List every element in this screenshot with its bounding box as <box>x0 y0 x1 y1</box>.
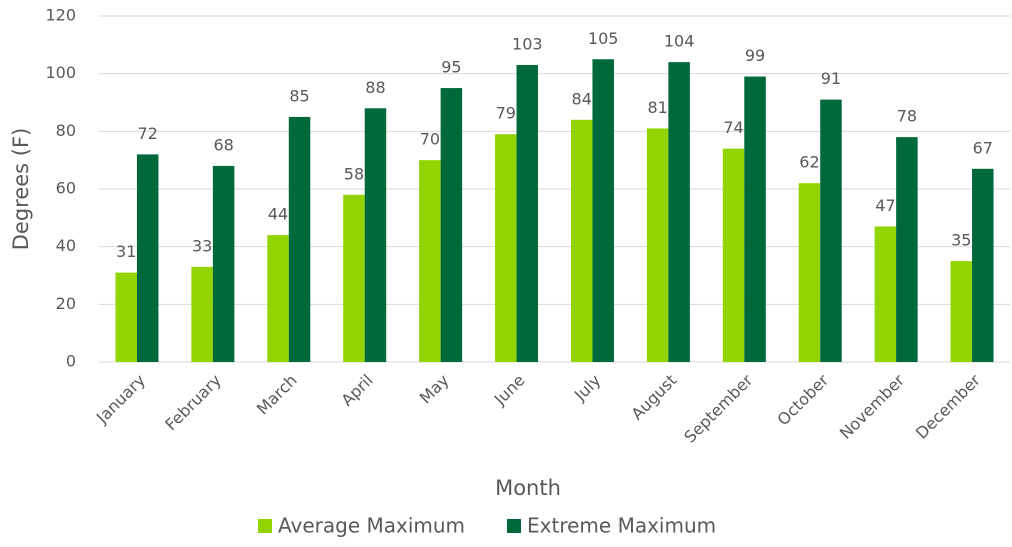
bar <box>570 119 593 362</box>
y-tick-label: 120 <box>45 6 76 25</box>
bar <box>592 59 614 362</box>
bar <box>419 160 441 362</box>
legend-text: Extreme Maximum <box>527 514 716 538</box>
x-tick-label: May <box>416 371 453 408</box>
y-tick-label: 60 <box>56 179 76 198</box>
x-axis-title: Month <box>495 476 561 500</box>
bar <box>896 137 918 362</box>
legend-swatch <box>258 519 272 533</box>
bar <box>972 168 994 362</box>
data-label: 78 <box>897 107 917 126</box>
data-label: 67 <box>973 138 993 157</box>
data-label: 74 <box>723 118 743 137</box>
x-tick-label: October <box>774 370 833 429</box>
bar <box>668 62 690 363</box>
data-label: 85 <box>289 86 309 105</box>
x-tick-label: September <box>680 370 756 446</box>
bar <box>820 99 842 362</box>
x-tick-label: January <box>92 371 149 428</box>
data-label: 91 <box>821 69 841 88</box>
x-tick-label: April <box>337 371 376 410</box>
data-label: 68 <box>213 135 233 154</box>
x-tick-label: July <box>570 371 604 405</box>
data-label: 88 <box>365 78 385 97</box>
bar <box>646 128 669 362</box>
bar <box>364 108 387 363</box>
data-label: 95 <box>441 58 461 77</box>
bar <box>191 266 213 362</box>
data-label: 103 <box>512 35 543 54</box>
y-tick-label: 20 <box>56 294 76 313</box>
data-label: 44 <box>268 205 288 224</box>
data-label: 72 <box>138 124 158 143</box>
bar <box>440 88 463 362</box>
bar <box>136 154 159 362</box>
data-label: 104 <box>664 32 695 51</box>
x-tick-label: August <box>627 371 680 424</box>
data-label: 47 <box>875 196 895 215</box>
bar <box>343 194 365 362</box>
x-tick-label: February <box>161 371 225 435</box>
data-label: 81 <box>647 98 667 117</box>
y-tick-label: 0 <box>66 352 76 371</box>
data-label: 31 <box>116 242 136 261</box>
data-label: 70 <box>420 130 440 149</box>
bar <box>722 148 745 362</box>
y-tick-label: 80 <box>56 121 76 140</box>
legend-swatch <box>507 519 522 533</box>
data-label: 99 <box>745 46 765 65</box>
bar <box>495 134 517 362</box>
bar <box>267 235 289 362</box>
y-tick-label: 40 <box>56 236 76 255</box>
data-label: 58 <box>344 164 364 183</box>
bar <box>288 116 311 363</box>
bar <box>516 65 539 363</box>
bar <box>115 272 137 362</box>
data-label: 79 <box>496 104 516 123</box>
bar <box>950 261 973 362</box>
bar <box>874 226 897 362</box>
data-label: 84 <box>572 89 592 108</box>
bar <box>212 165 235 362</box>
data-label: 105 <box>588 29 619 48</box>
x-tick-label: November <box>836 370 909 443</box>
bar <box>744 76 766 363</box>
data-label: 62 <box>799 153 819 172</box>
legend-text: Average Maximum <box>278 514 465 538</box>
x-tick-label: March <box>253 371 301 419</box>
y-axis-title: Degrees (F) <box>9 128 33 251</box>
bar <box>798 183 821 362</box>
x-tick-label: June <box>490 371 529 410</box>
data-label: 33 <box>192 236 212 255</box>
x-tick-label: December <box>912 370 984 442</box>
y-tick-label: 100 <box>45 63 76 82</box>
data-label: 35 <box>951 231 971 250</box>
